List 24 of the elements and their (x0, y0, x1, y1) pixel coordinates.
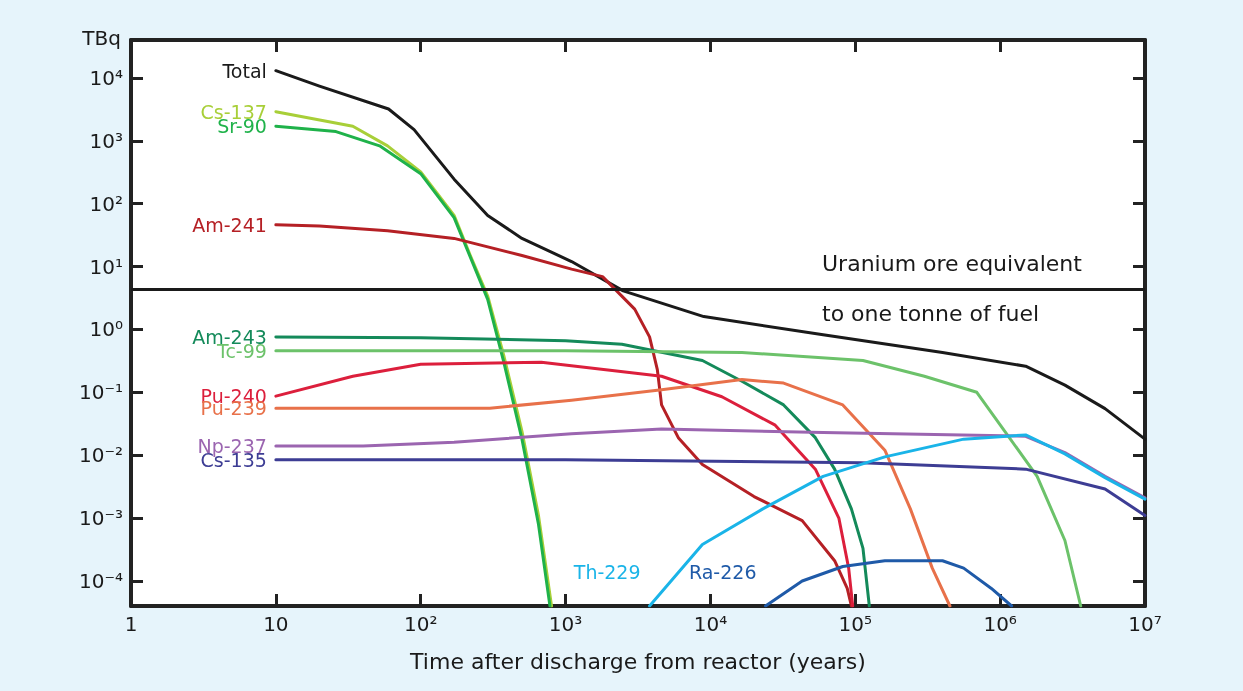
x-tick-label: 10³ (548, 612, 583, 636)
x-axis-title: Time after discharge from reactor (years) (409, 648, 866, 674)
x-tick-label: 10⁷ (1128, 612, 1162, 636)
ref-line-label: Uranium ore equivalent to one tonne of fuel (822, 251, 1089, 327)
y-tick-label: 10⁻⁴ (78, 568, 123, 593)
series-label: Am-241 (192, 213, 267, 236)
x-tick-label: 10⁶ (983, 612, 1017, 636)
x-tick-label: 10 (263, 612, 289, 636)
y-axis-title: TBq (81, 26, 121, 50)
x-tick-label: 10² (403, 612, 438, 636)
x-tick-label: 10⁵ (838, 612, 873, 636)
y-tick-label: 10³ (89, 128, 123, 153)
series-label: Ra-226 (688, 561, 757, 583)
x-tick-label: 1 (124, 612, 138, 636)
y-tick-label: 10⁻³ (78, 506, 123, 531)
y-tick-label: 10⁰ (89, 317, 123, 342)
y-tick-label: 10⁴ (89, 65, 123, 90)
y-tick-label: 10⁻¹ (78, 380, 123, 405)
y-tick-label: 10² (89, 191, 123, 216)
series-label: Total (221, 59, 267, 82)
series-label: Th-229 (572, 561, 641, 583)
y-tick-label: 10¹ (89, 254, 123, 279)
y-tick-label: 10⁻² (78, 443, 123, 468)
x-tick-label: 10⁴ (693, 612, 728, 636)
